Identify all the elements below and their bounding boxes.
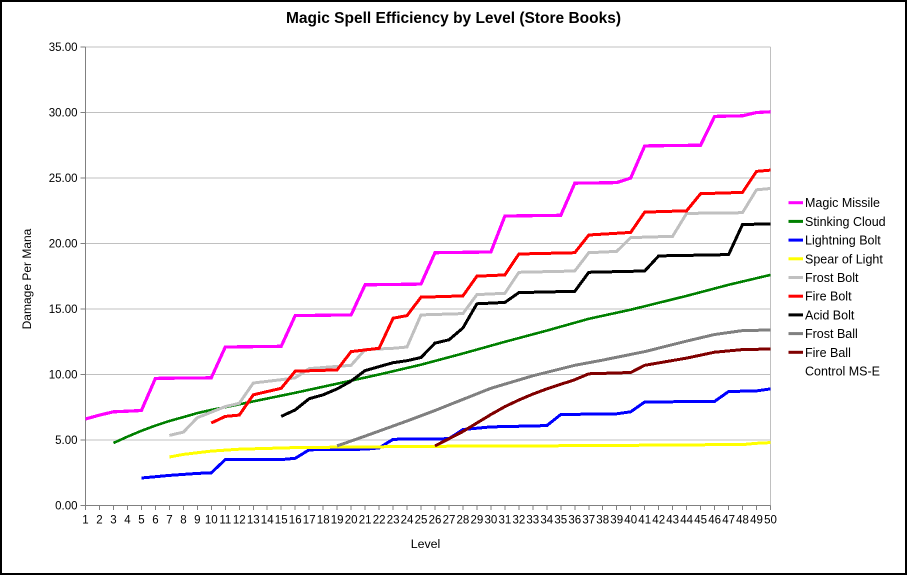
svg-text:11: 11 [219, 515, 231, 527]
svg-text:Fire Bolt: Fire Bolt [805, 290, 852, 304]
svg-text:23: 23 [387, 515, 400, 527]
svg-text:34: 34 [540, 515, 553, 527]
svg-text:36: 36 [568, 515, 581, 527]
svg-text:35.00: 35.00 [49, 42, 78, 54]
svg-text:21: 21 [359, 515, 372, 527]
svg-text:16: 16 [289, 515, 302, 527]
svg-text:25: 25 [415, 515, 428, 527]
svg-text:20: 20 [345, 515, 358, 527]
svg-text:46: 46 [708, 515, 721, 527]
svg-text:40: 40 [624, 515, 637, 527]
svg-text:15: 15 [275, 515, 288, 527]
svg-text:8: 8 [180, 515, 186, 527]
svg-text:19: 19 [331, 515, 344, 527]
svg-text:Stinking Cloud: Stinking Cloud [805, 215, 886, 229]
svg-text:Frost Bolt: Frost Bolt [805, 271, 859, 285]
svg-text:Frost Ball: Frost Ball [805, 327, 858, 341]
svg-text:27: 27 [443, 515, 456, 527]
svg-text:22: 22 [373, 515, 386, 527]
svg-text:35: 35 [554, 515, 567, 527]
svg-text:4: 4 [124, 515, 131, 527]
svg-text:37: 37 [582, 515, 595, 527]
svg-text:41: 41 [638, 515, 651, 527]
svg-text:29: 29 [471, 515, 484, 527]
svg-text:43: 43 [666, 515, 679, 527]
svg-text:2: 2 [96, 515, 102, 527]
svg-text:18: 18 [317, 515, 330, 527]
svg-text:44: 44 [680, 515, 693, 527]
svg-text:32: 32 [513, 515, 526, 527]
svg-text:Lightning Bolt: Lightning Bolt [805, 234, 881, 248]
svg-text:Acid Bolt: Acid Bolt [805, 308, 855, 322]
svg-text:33: 33 [526, 515, 539, 527]
svg-text:28: 28 [457, 515, 470, 527]
svg-text:6: 6 [152, 515, 158, 527]
svg-text:30: 30 [485, 515, 498, 527]
svg-text:20.00: 20.00 [49, 239, 78, 251]
svg-text:1: 1 [82, 515, 88, 527]
svg-text:48: 48 [736, 515, 749, 527]
svg-text:26: 26 [429, 515, 442, 527]
svg-text:0.00: 0.00 [55, 501, 77, 513]
svg-text:42: 42 [652, 515, 665, 527]
svg-text:Control MS-E: Control MS-E [805, 365, 880, 379]
svg-text:50: 50 [764, 515, 777, 527]
svg-text:Spear of Light: Spear of Light [805, 252, 883, 266]
svg-text:Level: Level [411, 537, 441, 551]
svg-text:38: 38 [596, 515, 609, 527]
svg-text:47: 47 [722, 515, 735, 527]
svg-text:5: 5 [138, 515, 144, 527]
svg-text:10.00: 10.00 [49, 370, 78, 382]
svg-text:9: 9 [194, 515, 200, 527]
svg-text:17: 17 [303, 515, 316, 527]
svg-text:15.00: 15.00 [49, 304, 78, 316]
svg-text:10: 10 [205, 515, 218, 527]
svg-text:25.00: 25.00 [49, 173, 78, 185]
svg-text:13: 13 [247, 515, 260, 527]
svg-text:31: 31 [499, 515, 512, 527]
svg-text:39: 39 [610, 515, 623, 527]
svg-text:Fire Ball: Fire Ball [805, 346, 851, 360]
svg-text:Magic Missile: Magic Missile [805, 196, 880, 210]
svg-text:49: 49 [750, 515, 763, 527]
svg-text:24: 24 [401, 515, 414, 527]
svg-text:30.00: 30.00 [49, 108, 78, 120]
svg-text:45: 45 [694, 515, 707, 527]
svg-text:12: 12 [233, 515, 246, 527]
svg-text:14: 14 [261, 515, 274, 527]
svg-text:7: 7 [166, 515, 172, 527]
svg-text:5.00: 5.00 [55, 435, 77, 447]
svg-text:3: 3 [110, 515, 116, 527]
